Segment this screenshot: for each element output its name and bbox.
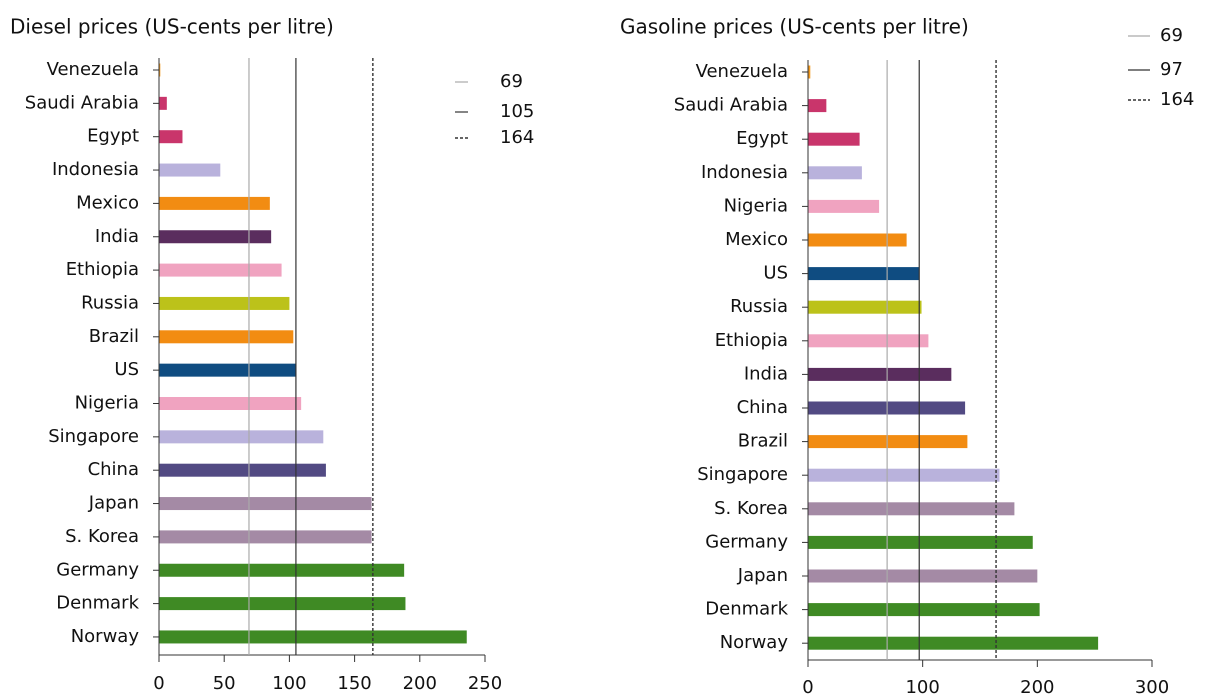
bar bbox=[159, 296, 290, 310]
bar bbox=[159, 397, 302, 410]
bar bbox=[159, 130, 183, 144]
y-tick-label: Mexico bbox=[76, 192, 139, 213]
bar bbox=[159, 430, 324, 444]
bar bbox=[808, 535, 1033, 549]
bar bbox=[159, 263, 282, 277]
x-tick-label: 50 bbox=[213, 673, 236, 694]
bar bbox=[159, 463, 326, 477]
y-tick-label: Norway bbox=[71, 626, 140, 647]
bar bbox=[159, 163, 221, 177]
bar bbox=[159, 96, 167, 110]
bar bbox=[808, 300, 922, 314]
y-tick-label: Brazil bbox=[89, 326, 139, 347]
y-tick-label: Venezuela bbox=[47, 59, 139, 80]
y-tick-label: Japan bbox=[737, 565, 788, 586]
y-tick-label: US bbox=[763, 263, 788, 284]
bar bbox=[159, 196, 270, 210]
y-tick-label: Brazil bbox=[738, 431, 788, 452]
legend-label: 164 bbox=[500, 127, 534, 148]
bar bbox=[159, 330, 294, 344]
chart-title: Gasoline prices (US-cents per litre) bbox=[620, 15, 969, 39]
y-tick-label: India bbox=[744, 363, 788, 384]
y-tick-label: Egypt bbox=[736, 128, 788, 149]
bar bbox=[159, 230, 272, 244]
legend-label: 105 bbox=[500, 101, 534, 122]
y-tick-label: Singapore bbox=[697, 464, 788, 485]
y-tick-label: S. Korea bbox=[65, 526, 139, 547]
y-tick-label: Nigeria bbox=[75, 393, 139, 414]
bar bbox=[159, 363, 296, 377]
x-tick-label: 150 bbox=[337, 673, 371, 694]
y-tick-label: Russia bbox=[81, 292, 139, 313]
bar bbox=[808, 367, 952, 381]
y-tick-label: Egypt bbox=[87, 126, 139, 147]
y-tick-label: Denmark bbox=[705, 599, 788, 620]
y-tick-label: Indonesia bbox=[701, 162, 788, 183]
x-tick-label: 100 bbox=[272, 673, 306, 694]
y-tick-label: Ethiopia bbox=[715, 330, 788, 351]
y-tick-label: Germany bbox=[705, 531, 788, 552]
bar bbox=[808, 603, 1040, 617]
y-tick-label: Singapore bbox=[48, 426, 139, 447]
y-tick-label: Japan bbox=[88, 493, 139, 514]
x-tick-label: 100 bbox=[905, 677, 939, 698]
bar bbox=[808, 636, 1099, 650]
bar bbox=[159, 597, 406, 611]
bar bbox=[808, 166, 862, 180]
y-tick-label: Indonesia bbox=[52, 159, 139, 180]
y-tick-label: Germany bbox=[56, 559, 139, 580]
bar bbox=[808, 99, 827, 113]
y-tick-label: Russia bbox=[730, 296, 788, 317]
legend-label: 69 bbox=[500, 71, 523, 92]
bar bbox=[808, 233, 907, 247]
bar bbox=[159, 563, 405, 577]
bar bbox=[808, 267, 920, 281]
bar bbox=[808, 65, 811, 79]
bar bbox=[808, 334, 929, 348]
y-tick-label: Venezuela bbox=[696, 61, 788, 82]
x-tick-label: 0 bbox=[153, 673, 164, 694]
chart-title: Diesel prices (US-cents per litre) bbox=[10, 15, 334, 39]
y-tick-label: US bbox=[114, 359, 139, 380]
bar bbox=[159, 530, 372, 544]
x-tick-label: 250 bbox=[468, 673, 502, 694]
y-tick-label: S. Korea bbox=[714, 498, 788, 519]
bar bbox=[159, 497, 372, 511]
legend-label: 97 bbox=[1160, 59, 1183, 80]
bar bbox=[808, 569, 1038, 583]
y-tick-label: Saudi Arabia bbox=[25, 92, 139, 113]
x-tick-label: 300 bbox=[1135, 677, 1169, 698]
bar bbox=[159, 63, 161, 77]
x-tick-label: 200 bbox=[1020, 677, 1054, 698]
y-tick-label: Nigeria bbox=[724, 195, 788, 216]
y-tick-label: Saudi Arabia bbox=[674, 95, 788, 116]
x-tick-label: 0 bbox=[802, 677, 813, 698]
bar bbox=[159, 630, 467, 644]
bar bbox=[808, 132, 860, 146]
y-tick-label: Mexico bbox=[725, 229, 788, 250]
bar bbox=[808, 199, 880, 213]
legend-label: 69 bbox=[1160, 25, 1183, 46]
y-tick-label: Denmark bbox=[56, 593, 139, 614]
x-tick-label: 200 bbox=[403, 673, 437, 694]
y-tick-label: Norway bbox=[720, 632, 789, 653]
y-tick-label: China bbox=[88, 459, 139, 480]
y-tick-label: India bbox=[95, 226, 139, 247]
bar bbox=[808, 502, 1015, 516]
y-tick-label: China bbox=[737, 397, 788, 418]
bar bbox=[808, 468, 1000, 482]
y-tick-label: Ethiopia bbox=[66, 259, 139, 280]
legend-label: 164 bbox=[1160, 89, 1194, 110]
